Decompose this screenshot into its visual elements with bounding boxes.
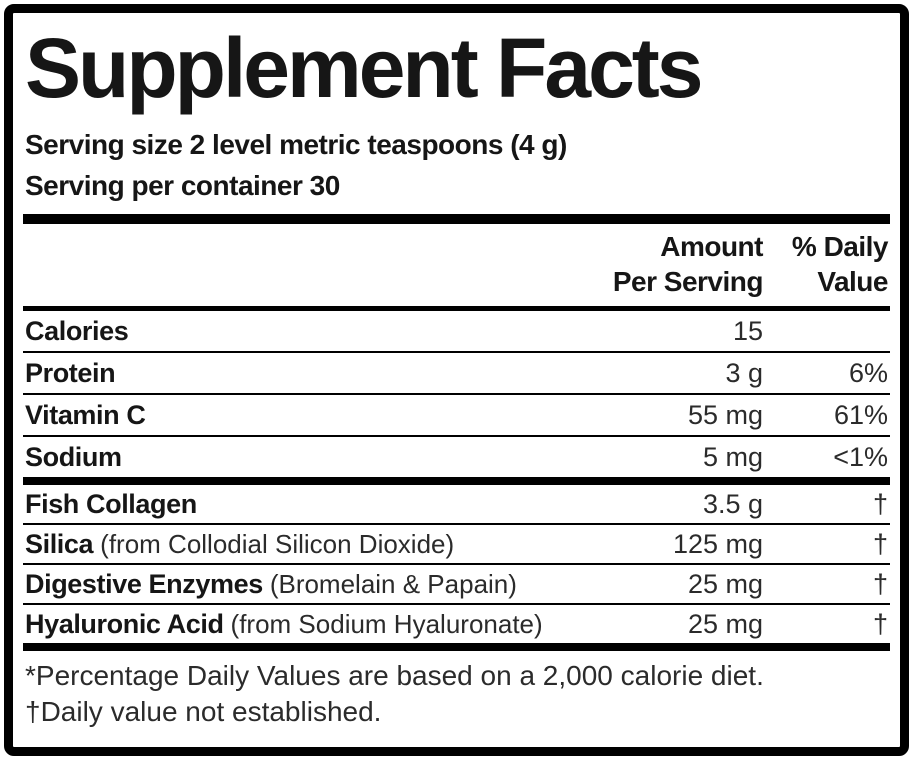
nutrient-name: Protein (25, 357, 116, 388)
servings-per-container-text: Serving per container 30 (25, 170, 340, 202)
nutrient-qualifier: (from Sodium Hyaluronate) (230, 608, 543, 639)
nutrients-section-main: Calories 15 Protein 3 g 6% Vitamin C 55 … (23, 311, 890, 477)
divider-medium-header (23, 306, 890, 312)
column-header-line-1: Amount % Daily (25, 229, 888, 264)
nutrient-name: Fish Collagen (25, 488, 197, 519)
nutrient-amount: 55 mg (687, 399, 763, 430)
nutrient-daily-value-dagger: † (872, 528, 888, 559)
nutrient-name: Calories (25, 315, 129, 346)
nutrients-section-blend: Fish Collagen 3.5 g † Silica (from Collod… (23, 485, 890, 643)
footnotes: *Percentage Daily Values are based on a … (23, 651, 890, 738)
nutrient-row-protein: Protein 3 g 6% (23, 351, 890, 393)
nutrient-row-digestive-enzymes: Digestive Enzymes (Bromelain & Papain) 25… (23, 563, 890, 603)
nutrient-qualifier: (Bromelain & Papain) (269, 568, 517, 599)
nutrient-name: Silica (25, 528, 94, 559)
nutrient-daily-value: <1% (833, 441, 888, 472)
nutrient-amount: 25 mg (687, 568, 763, 599)
amount-column-header-line1: Amount (660, 231, 763, 263)
nutrient-amount: 15 (732, 315, 763, 346)
divider-thick-middle (23, 477, 890, 486)
serving-size-text: Serving size 2 level metric teaspoons (4… (25, 129, 567, 161)
nutrient-row-calories: Calories 15 (23, 311, 890, 351)
footnote-not-established: †Daily value not established. (25, 696, 382, 728)
label-header: Supplement Facts Serving size 2 level me… (23, 13, 890, 214)
nutrient-row-vitamin-c: Vitamin C 55 mg 61% (23, 393, 890, 435)
nutrient-daily-value-dagger: † (872, 488, 888, 519)
nutrient-row-silica: Silica (from Collodial Silicon Dioxide) 1… (23, 523, 890, 563)
nutrient-name: Hyaluronic Acid (25, 608, 224, 639)
nutrient-daily-value-dagger: † (872, 608, 888, 639)
supplement-facts-panel: Supplement Facts Serving size 2 level me… (4, 4, 909, 756)
daily-value-column-header-line1: % Daily (791, 231, 889, 263)
amount-column-header-line2: Per Serving (612, 266, 764, 298)
divider-thick-top (23, 214, 890, 225)
nutrient-amount: 25 mg (687, 608, 763, 639)
nutrient-name: Digestive Enzymes (25, 568, 263, 599)
nutrient-name: Sodium (25, 441, 122, 472)
nutrient-name: Vitamin C (25, 399, 146, 430)
nutrient-row-sodium: Sodium 5 mg <1% (23, 435, 890, 477)
divider-thick-bottom (23, 643, 890, 652)
column-header-line-2: Per Serving Value (25, 264, 889, 299)
nutrient-row-hyaluronic-acid: Hyaluronic Acid (from Sodium Hyaluronate)… (23, 603, 890, 643)
nutrient-row-fish-collagen: Fish Collagen 3.5 g † (23, 485, 890, 523)
nutrient-amount: 125 mg (672, 528, 763, 559)
column-headers: Amount % Daily Per Serving Value (23, 224, 890, 306)
nutrient-amount: 3.5 g (702, 488, 763, 519)
nutrient-amount: 5 mg (702, 441, 763, 472)
footnote-daily-values: *Percentage Daily Values are based on a … (25, 660, 764, 692)
nutrient-amount: 3 g (725, 357, 763, 388)
nutrient-daily-value: 61% (833, 399, 888, 430)
supplement-facts-title: Supplement Facts (25, 21, 703, 115)
nutrient-qualifier: (from Collodial Silicon Dioxide) (100, 528, 455, 559)
nutrient-daily-value-dagger: † (872, 568, 888, 599)
daily-value-column-header-line2: Value (817, 266, 888, 298)
nutrient-daily-value: 6% (848, 357, 888, 388)
